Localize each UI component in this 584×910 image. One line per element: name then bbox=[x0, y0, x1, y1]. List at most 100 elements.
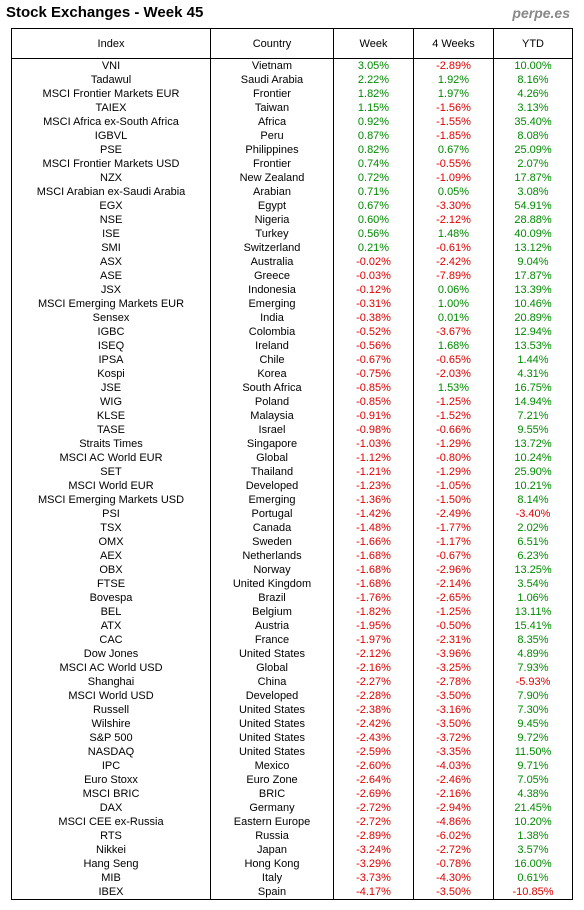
text-cell: Kospi bbox=[11, 367, 211, 381]
text-cell: Netherlands bbox=[210, 549, 334, 563]
text-cell: Africa bbox=[210, 115, 334, 129]
text-cell: IGBVL bbox=[11, 129, 211, 143]
table-row: OMX Sweden -1.66% -1.17% 6.51% bbox=[11, 535, 573, 549]
title: Stock Exchanges - Week 45 bbox=[6, 4, 204, 21]
text-cell: Austria bbox=[210, 619, 334, 633]
text-cell: ATX bbox=[11, 619, 211, 633]
text-cell: IGBC bbox=[11, 325, 211, 339]
value-cell: -0.03% bbox=[333, 269, 414, 283]
text-cell: ISEQ bbox=[11, 339, 211, 353]
text-cell: MSCI Arabian ex-Saudi Arabia bbox=[11, 185, 211, 199]
value-cell: 4.38% bbox=[493, 787, 573, 801]
value-cell: -1.52% bbox=[413, 409, 494, 423]
value-cell: 13.39% bbox=[493, 283, 573, 297]
value-cell: -2.89% bbox=[333, 829, 414, 843]
text-cell: Portugal bbox=[210, 507, 334, 521]
text-cell: Developed bbox=[210, 689, 334, 703]
text-cell: Chile bbox=[210, 353, 334, 367]
text-cell: United States bbox=[210, 731, 334, 745]
table-row: SET Thailand -1.21% -1.29% 25.90% bbox=[11, 465, 573, 479]
table-row: TAIEX Taiwan 1.15% -1.56% 3.13% bbox=[11, 101, 573, 115]
text-cell: Hong Kong bbox=[210, 857, 334, 871]
table-row: MSCI Frontier Markets EUR Frontier 1.82% 1.… bbox=[11, 87, 573, 101]
table-row: MSCI Frontier Markets USD Frontier 0.74% -0… bbox=[11, 157, 573, 171]
value-cell: -0.02% bbox=[333, 255, 414, 269]
value-cell: 0.82% bbox=[333, 143, 414, 157]
value-cell: -2.14% bbox=[413, 577, 494, 591]
text-cell: Colombia bbox=[210, 325, 334, 339]
text-cell: Korea bbox=[210, 367, 334, 381]
text-cell: Saudi Arabia bbox=[210, 73, 334, 87]
value-cell: -2.27% bbox=[333, 675, 414, 689]
text-cell: Italy bbox=[210, 871, 334, 885]
text-cell: Japan bbox=[210, 843, 334, 857]
value-cell: 8.14% bbox=[493, 493, 573, 507]
table-row: VNI Vietnam 3.05% -2.89% 10.00% bbox=[11, 58, 573, 73]
value-cell: 1.92% bbox=[413, 73, 494, 87]
value-cell: -1.29% bbox=[413, 437, 494, 451]
text-cell: Emerging bbox=[210, 297, 334, 311]
value-cell: -5.93% bbox=[493, 675, 573, 689]
value-cell: -2.89% bbox=[413, 58, 494, 73]
value-cell: -0.31% bbox=[333, 297, 414, 311]
table-row: Dow Jones United States -2.12% -3.96% 4.89% bbox=[11, 647, 573, 661]
text-cell: Shanghai bbox=[11, 675, 211, 689]
value-cell: 0.06% bbox=[413, 283, 494, 297]
text-cell: MSCI Emerging Markets USD bbox=[11, 493, 211, 507]
exchange-table: Index Country Week 4 Weeks YTD VNI Vietnam 3.0… bbox=[11, 28, 573, 900]
table-row: CAC France -1.97% -2.31% 8.35% bbox=[11, 633, 573, 647]
table-row: TSX Canada -1.48% -1.77% 2.02% bbox=[11, 521, 573, 535]
value-cell: 1.38% bbox=[493, 829, 573, 843]
value-cell: -1.25% bbox=[413, 395, 494, 409]
text-cell: TASE bbox=[11, 423, 211, 437]
value-cell: 4.31% bbox=[493, 367, 573, 381]
table-row: ASX Australia -0.02% -2.42% 9.04% bbox=[11, 255, 573, 269]
value-cell: -2.12% bbox=[413, 213, 494, 227]
text-cell: AEX bbox=[11, 549, 211, 563]
table-row: BEL Belgium -1.82% -1.25% 13.11% bbox=[11, 605, 573, 619]
value-cell: 0.60% bbox=[333, 213, 414, 227]
value-cell: -1.09% bbox=[413, 171, 494, 185]
table-row: SMI Switzerland 0.21% -0.61% 13.12% bbox=[11, 241, 573, 255]
value-cell: -0.55% bbox=[413, 157, 494, 171]
text-cell: Brazil bbox=[210, 591, 334, 605]
table-row: Sensex India -0.38% 0.01% 20.89% bbox=[11, 311, 573, 325]
value-cell: -1.97% bbox=[333, 633, 414, 647]
value-cell: 3.54% bbox=[493, 577, 573, 591]
text-cell: Canada bbox=[210, 521, 334, 535]
value-cell: 14.94% bbox=[493, 395, 573, 409]
table-body: VNI Vietnam 3.05% -2.89% 10.00% Tadawul Saudi … bbox=[11, 58, 573, 900]
table-row: MSCI BRIC BRIC -2.69% -2.16% 4.38% bbox=[11, 787, 573, 801]
value-cell: -2.42% bbox=[413, 255, 494, 269]
value-cell: 12.94% bbox=[493, 325, 573, 339]
table-row: DAX Germany -2.72% -2.94% 21.45% bbox=[11, 801, 573, 815]
table-row: ISEQ Ireland -0.56% 1.68% 13.53% bbox=[11, 339, 573, 353]
value-cell: -7.89% bbox=[413, 269, 494, 283]
value-cell: 8.08% bbox=[493, 129, 573, 143]
text-cell: ISE bbox=[11, 227, 211, 241]
text-cell: Eastern Europe bbox=[210, 815, 334, 829]
text-cell: Peru bbox=[210, 129, 334, 143]
value-cell: -2.16% bbox=[333, 661, 414, 675]
value-cell: 6.23% bbox=[493, 549, 573, 563]
value-cell: -3.50% bbox=[413, 885, 494, 900]
text-cell: United States bbox=[210, 703, 334, 717]
value-cell: -0.78% bbox=[413, 857, 494, 871]
table-row: MSCI Africa ex-South Africa Africa 0.92% -1… bbox=[11, 115, 573, 129]
text-cell: Hang Seng bbox=[11, 857, 211, 871]
text-cell: Developed bbox=[210, 479, 334, 493]
table-row: AEX Netherlands -1.68% -0.67% 6.23% bbox=[11, 549, 573, 563]
table-row: MSCI Emerging Markets EUR Emerging -0.31% 1… bbox=[11, 297, 573, 311]
value-cell: -2.72% bbox=[413, 843, 494, 857]
column-header: Week bbox=[333, 28, 414, 59]
text-cell: Wilshire bbox=[11, 717, 211, 731]
value-cell: -4.17% bbox=[333, 885, 414, 900]
text-cell: MSCI AC World USD bbox=[11, 661, 211, 675]
table-row: WIG Poland -0.85% -1.25% 14.94% bbox=[11, 395, 573, 409]
text-cell: China bbox=[210, 675, 334, 689]
value-cell: 7.21% bbox=[493, 409, 573, 423]
value-cell: 13.53% bbox=[493, 339, 573, 353]
table-row: NSE Nigeria 0.60% -2.12% 28.88% bbox=[11, 213, 573, 227]
text-cell: Global bbox=[210, 661, 334, 675]
value-cell: -1.68% bbox=[333, 563, 414, 577]
